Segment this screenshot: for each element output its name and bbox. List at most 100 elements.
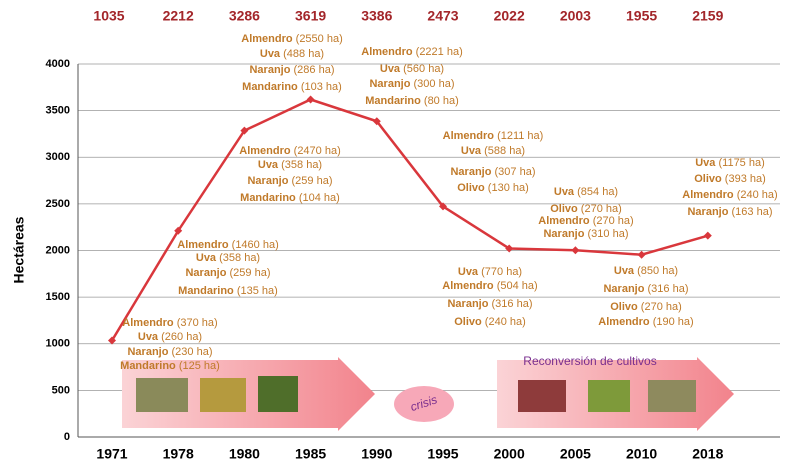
x-tick-label: 1995	[427, 446, 458, 462]
annotation-line: Uva (770 ha)	[458, 266, 522, 278]
crop-area: (259 ha)	[292, 175, 333, 187]
value-label: 2022	[494, 8, 525, 24]
annotation-line: Naranjo (163 ha)	[687, 206, 772, 218]
crop-area: (286 ha)	[294, 64, 335, 76]
crop-area: (588 ha)	[484, 145, 525, 157]
crop-name: Almendro	[239, 145, 291, 157]
arrow	[122, 357, 375, 431]
annotation: Almendro (1211 ha) Uva (588 ha) Naranjo (3…	[443, 130, 544, 194]
x-tick-label: 1978	[163, 446, 194, 462]
data-point	[240, 126, 249, 135]
annotation-line: Olivo (270 ha)	[550, 203, 622, 215]
crop-name: Uva	[614, 265, 635, 277]
data-point	[571, 246, 580, 255]
crop-area: (190 ha)	[653, 316, 694, 328]
crop-name: Olivo	[457, 182, 485, 194]
annotation: Uva (1175 ha) Olivo (393 ha) Almendro (240…	[682, 157, 777, 218]
annotation-line: Olivo (240 ha)	[454, 316, 526, 328]
data-point	[372, 117, 381, 126]
y-tick-label: 1500	[46, 291, 70, 303]
crop-area: (300 ha)	[414, 78, 455, 90]
crop-name: Uva	[260, 48, 281, 60]
annotation-line: Uva (488 ha)	[260, 48, 324, 60]
crop-name: Mandarino	[120, 360, 176, 372]
crop-name: Uva	[380, 63, 401, 75]
data-point	[703, 231, 712, 240]
value-label: 1035	[93, 8, 124, 24]
crop-name: Almendro	[361, 46, 413, 58]
y-tick-label: 3500	[46, 105, 70, 117]
crop-name: Mandarino	[242, 81, 298, 93]
annotation-line: Naranjo (259 ha)	[185, 267, 270, 279]
crop-area: (130 ha)	[488, 182, 529, 194]
crop-area: (2470 ha)	[294, 145, 341, 157]
crop-area: (260 ha)	[161, 331, 202, 343]
crop-name: Olivo	[550, 203, 578, 215]
data-point	[174, 226, 183, 235]
crop-name: Olivo	[610, 301, 638, 313]
crop-name: Naranjo	[450, 166, 491, 178]
y-tick-label: 500	[52, 384, 70, 396]
crop-name: Mandarino	[178, 285, 234, 297]
crop-area: (125 ha)	[179, 360, 220, 372]
data-point	[439, 202, 447, 211]
x-tick-label: 1985	[295, 446, 326, 462]
crop-name: Naranjo	[543, 228, 584, 240]
annotation: Uva (850 ha) Naranjo (316 ha) Olivo (270 h…	[598, 265, 693, 328]
value-label: 2159	[692, 8, 723, 24]
crop-area: (270 ha)	[641, 301, 682, 313]
annotation-line: Uva (560 ha)	[380, 63, 444, 75]
value-label: 1955	[626, 8, 657, 24]
crop-name: Naranjo	[249, 64, 290, 76]
y-axis-label: Hectáreas	[11, 216, 27, 283]
x-tick-label: 2005	[560, 446, 591, 462]
crop-name: Uva	[196, 252, 217, 264]
annotation-line: Almendro (1460 ha)	[177, 239, 279, 251]
crop-area: (2550 ha)	[296, 33, 343, 45]
crop-area: (135 ha)	[237, 285, 278, 297]
crop-name: Almendro	[177, 239, 229, 251]
crop-area: (2221 ha)	[416, 46, 463, 58]
annotation-line: Mandarino (135 ha)	[178, 285, 278, 297]
crop-area: (240 ha)	[737, 189, 778, 201]
annotation-line: Olivo (270 ha)	[610, 301, 682, 313]
crop-name: Mandarino	[365, 95, 421, 107]
annotation-line: Mandarino (125 ha)	[120, 360, 220, 372]
crop-area: (488 ha)	[283, 48, 324, 60]
annotation-line: Almendro (370 ha)	[122, 317, 217, 329]
annotation-line: Almendro (2470 ha)	[239, 145, 341, 157]
y-tick-label: 4000	[46, 58, 70, 70]
value-label: 2003	[560, 8, 591, 24]
crop-area: (504 ha)	[497, 280, 538, 292]
annotation-line: Naranjo (300 ha)	[369, 78, 454, 90]
annotation-line: Uva (1175 ha)	[695, 157, 765, 169]
x-tick-label: 2010	[626, 446, 657, 462]
crop-area: (370 ha)	[177, 317, 218, 329]
crop-name: Naranjo	[247, 175, 288, 187]
annotation-line: Naranjo (310 ha)	[543, 228, 628, 240]
crop-name: Uva	[461, 145, 482, 157]
photos	[136, 376, 696, 412]
annotation: Almendro (2550 ha) Uva (488 ha) Naranjo (2…	[241, 33, 343, 93]
data-point	[505, 244, 514, 253]
y-tick-label: 2500	[46, 198, 70, 210]
crop-name: Almendro	[682, 189, 734, 201]
crop-area: (393 ha)	[725, 173, 766, 185]
crop-area: (358 ha)	[281, 159, 322, 171]
crop-area: (770 ha)	[481, 266, 522, 278]
y-tick-label: 1000	[46, 338, 70, 350]
annotation-line: Olivo (393 ha)	[694, 173, 766, 185]
crop-name: Almendro	[442, 280, 494, 292]
value-label: 3386	[361, 8, 392, 24]
crop-area: (310 ha)	[588, 228, 629, 240]
data-point	[108, 336, 116, 345]
annotation-line: Almendro (270 ha)	[538, 215, 633, 227]
crop-name: Almendro	[241, 33, 293, 45]
annotation: Uva (770 ha) Almendro (504 ha) Naranjo (31…	[442, 266, 537, 328]
crop-name: Naranjo	[185, 267, 226, 279]
crop-area: (358 ha)	[219, 252, 260, 264]
value-label: 3619	[295, 8, 326, 24]
reconversion-label: Reconversión de cultivos	[523, 354, 656, 368]
y-tick-label: 2000	[46, 244, 70, 256]
